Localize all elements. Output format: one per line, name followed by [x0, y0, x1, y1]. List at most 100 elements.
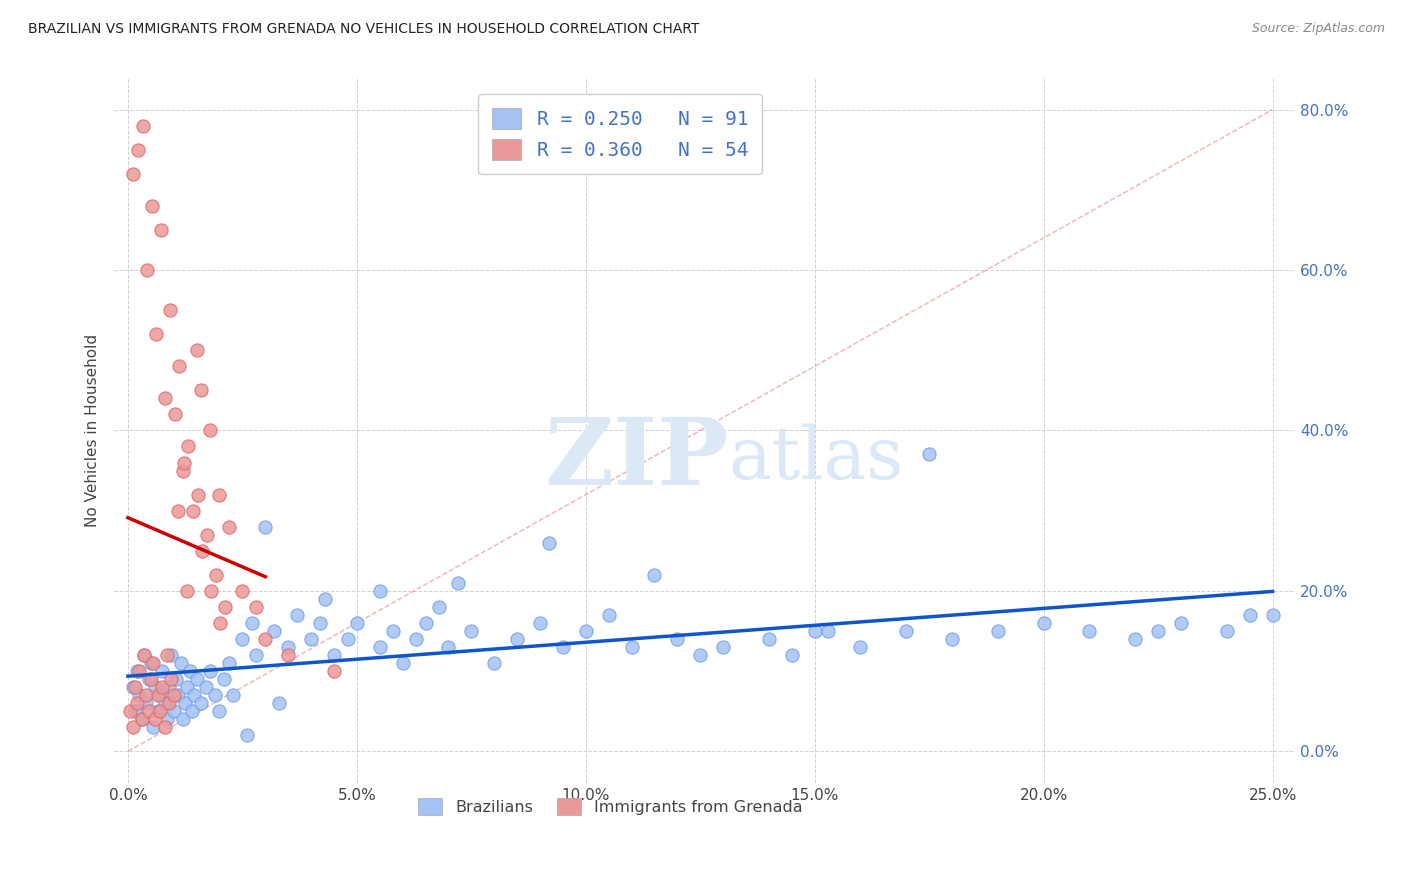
- Point: [817, 624, 839, 638]
- Point: [155, 392, 177, 406]
- Point: [142, 720, 165, 734]
- Point: [139, 656, 162, 670]
- Point: [758, 632, 780, 646]
- Point: [153, 720, 176, 734]
- Point: [941, 632, 963, 646]
- Point: [135, 696, 157, 710]
- Point: [186, 672, 208, 686]
- Point: [156, 712, 179, 726]
- Point: [620, 640, 643, 654]
- Point: [222, 688, 245, 702]
- Point: [159, 303, 181, 318]
- Point: [575, 624, 598, 638]
- Point: [529, 615, 551, 630]
- Point: [277, 640, 299, 654]
- Point: [163, 704, 186, 718]
- Point: [263, 624, 285, 638]
- Point: [236, 728, 259, 742]
- Point: [254, 519, 277, 533]
- Point: [245, 599, 267, 614]
- Point: [135, 688, 157, 702]
- Point: [138, 672, 160, 686]
- Point: [131, 712, 153, 726]
- Point: [150, 680, 173, 694]
- Text: atlas: atlas: [728, 424, 904, 494]
- Point: [149, 688, 172, 702]
- Point: [918, 448, 941, 462]
- Point: [121, 720, 143, 734]
- Point: [121, 680, 143, 694]
- Point: [141, 199, 163, 213]
- Point: [1261, 607, 1284, 622]
- Point: [200, 664, 222, 678]
- Point: [204, 688, 226, 702]
- Point: [149, 704, 172, 718]
- Point: [176, 583, 198, 598]
- Y-axis label: No Vehicles in Household: No Vehicles in Household: [86, 334, 100, 527]
- Point: [208, 704, 231, 718]
- Point: [323, 664, 346, 678]
- Point: [551, 640, 574, 654]
- Point: [186, 343, 208, 358]
- Point: [191, 543, 214, 558]
- Point: [139, 672, 162, 686]
- Point: [194, 680, 217, 694]
- Point: [309, 615, 332, 630]
- Point: [1078, 624, 1101, 638]
- Point: [125, 664, 148, 678]
- Text: ZIP: ZIP: [544, 414, 728, 504]
- Point: [689, 648, 711, 662]
- Point: [666, 632, 689, 646]
- Point: [506, 632, 529, 646]
- Point: [181, 704, 204, 718]
- Point: [780, 648, 803, 662]
- Point: [153, 696, 176, 710]
- Point: [186, 487, 208, 501]
- Point: [127, 143, 149, 157]
- Point: [173, 456, 195, 470]
- Point: [128, 664, 150, 678]
- Text: Source: ZipAtlas.com: Source: ZipAtlas.com: [1251, 22, 1385, 36]
- Point: [120, 704, 142, 718]
- Point: [368, 640, 391, 654]
- Text: BRAZILIAN VS IMMIGRANTS FROM GRENADA NO VEHICLES IN HOUSEHOLD CORRELATION CHART: BRAZILIAN VS IMMIGRANTS FROM GRENADA NO …: [28, 22, 700, 37]
- Point: [711, 640, 734, 654]
- Point: [157, 696, 180, 710]
- Point: [172, 712, 194, 726]
- Point: [427, 599, 450, 614]
- Point: [437, 640, 460, 654]
- Point: [167, 688, 190, 702]
- Point: [277, 648, 299, 662]
- Point: [138, 704, 160, 718]
- Point: [124, 704, 146, 718]
- Point: [405, 632, 427, 646]
- Point: [218, 519, 240, 533]
- Point: [208, 487, 231, 501]
- Point: [167, 503, 190, 517]
- Legend: Brazilians, Immigrants from Grenada: Brazilians, Immigrants from Grenada: [409, 789, 811, 825]
- Point: [446, 575, 468, 590]
- Point: [346, 615, 368, 630]
- Point: [167, 359, 190, 374]
- Point: [285, 607, 308, 622]
- Point: [849, 640, 872, 654]
- Point: [177, 440, 200, 454]
- Point: [368, 583, 391, 598]
- Point: [538, 535, 561, 549]
- Point: [149, 223, 172, 237]
- Point: [212, 672, 235, 686]
- Point: [1147, 624, 1170, 638]
- Point: [1032, 615, 1054, 630]
- Point: [172, 463, 194, 477]
- Point: [125, 696, 148, 710]
- Point: [1170, 615, 1192, 630]
- Point: [896, 624, 918, 638]
- Point: [179, 664, 201, 678]
- Point: [157, 680, 180, 694]
- Point: [231, 583, 253, 598]
- Point: [987, 624, 1010, 638]
- Point: [131, 119, 153, 133]
- Point: [1123, 632, 1146, 646]
- Point: [1239, 607, 1261, 622]
- Point: [415, 615, 437, 630]
